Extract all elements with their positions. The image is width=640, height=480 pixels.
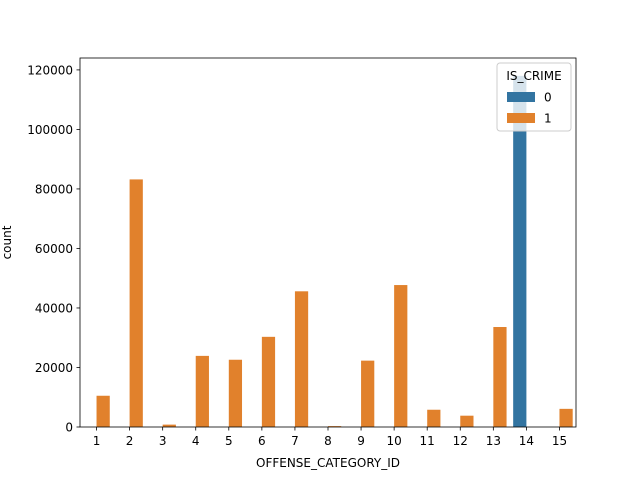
bar-13-series-1 — [493, 327, 507, 427]
legend-title: IS_CRIME — [506, 69, 561, 83]
bar-9-series-1 — [361, 360, 375, 427]
bar-4-series-1 — [195, 355, 209, 427]
bar-11-series-1 — [427, 409, 441, 427]
y-tick-label: 20000 — [35, 361, 73, 375]
y-tick-label: 100000 — [27, 123, 73, 137]
x-tick-label: 3 — [159, 434, 167, 448]
x-axis-title: OFFENSE_CATEGORY_ID — [256, 456, 400, 470]
legend-swatch-1 — [507, 113, 535, 123]
x-tick-label: 11 — [420, 434, 435, 448]
x-tick-label: 12 — [453, 434, 468, 448]
bar-14-series-0 — [513, 75, 527, 428]
x-tick-label: 1 — [93, 434, 101, 448]
legend: IS_CRIME 01 — [496, 62, 572, 132]
bar-15-series-1 — [559, 408, 573, 427]
x-tick-label: 5 — [225, 434, 233, 448]
bar-1-series-1 — [96, 395, 110, 427]
x-tick-label: 8 — [324, 434, 332, 448]
legend-swatch-0 — [507, 92, 535, 102]
x-tick-label: 4 — [192, 434, 200, 448]
x-tick-label: 13 — [486, 434, 501, 448]
bar-5-series-1 — [228, 359, 243, 427]
y-tick-label: 40000 — [35, 301, 73, 315]
x-tick-label: 7 — [291, 434, 299, 448]
legend-items: 01 — [507, 91, 552, 126]
bar-7-series-1 — [294, 291, 309, 427]
bar-12-series-1 — [460, 415, 474, 427]
x-tick-label: 6 — [258, 434, 266, 448]
y-tick-label: 0 — [65, 421, 73, 435]
bar-6-series-1 — [261, 336, 276, 427]
bar-3-series-1 — [162, 424, 176, 427]
bar-10-series-1 — [394, 285, 408, 427]
y-tick-label: 60000 — [35, 242, 73, 256]
x-tick-label: 10 — [386, 434, 401, 448]
bars-layer — [96, 75, 573, 428]
x-tick-label: 9 — [357, 434, 365, 448]
bar-8-series-1 — [328, 426, 342, 427]
y-tick-label: 80000 — [35, 182, 73, 196]
legend-label-1: 1 — [544, 112, 552, 126]
bar-2-series-1 — [129, 179, 143, 427]
y-ticks: 0 20000 40000 60000 80000 100000 120000 — [27, 63, 80, 435]
x-tick-label: 14 — [519, 434, 534, 448]
y-axis-title: count — [0, 225, 14, 259]
x-ticks: 1 2 3 4 5 6 7 8 9 10 11 12 13 14 15 — [93, 427, 567, 448]
x-tick-label: 15 — [552, 434, 567, 448]
x-tick-label: 2 — [126, 434, 134, 448]
legend-label-0: 0 — [544, 91, 552, 105]
y-tick-label: 120000 — [27, 63, 73, 77]
plot-frame — [79, 57, 577, 428]
